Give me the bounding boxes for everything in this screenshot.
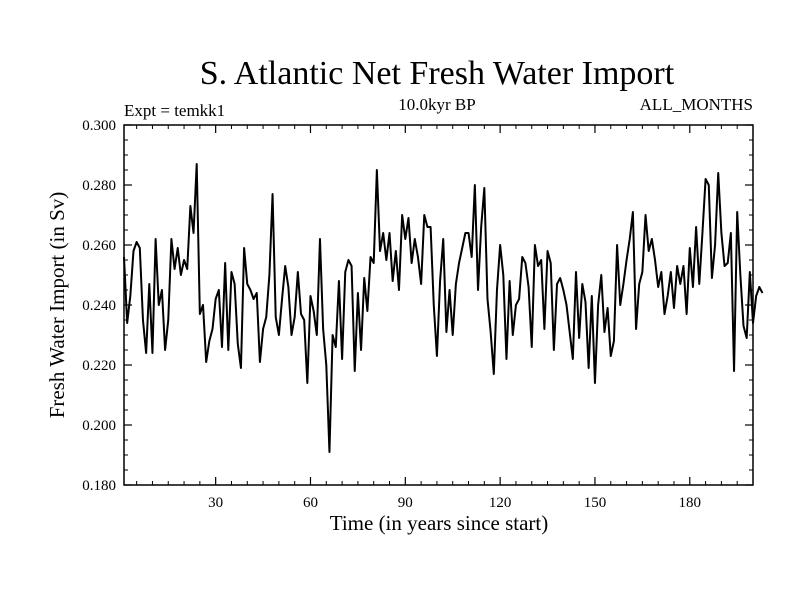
x-tick-label: 180 bbox=[679, 495, 702, 511]
x-tick-label: 30 bbox=[208, 495, 223, 511]
y-axis-label: Fresh Water Import (in Sv) bbox=[45, 192, 69, 419]
tick-labels: 0.180 0.200 0.220 0.240 0.260 0.280 0.300 30 60 9… bbox=[82, 118, 701, 511]
y-tick-label: 0.280 bbox=[82, 178, 116, 194]
period-label: 10.0kyr BP bbox=[398, 95, 475, 114]
y-tick-label: 0.220 bbox=[82, 358, 116, 374]
y-tick-label: 0.260 bbox=[82, 238, 116, 254]
x-axis-label: Time (in years since start) bbox=[330, 511, 549, 535]
tick-marks bbox=[124, 124, 754, 486]
x-tick-label: 60 bbox=[303, 495, 318, 511]
y-tick-label: 0.200 bbox=[82, 418, 116, 434]
months-label: ALL_MONTHS bbox=[640, 95, 753, 114]
y-tick-label: 0.240 bbox=[82, 298, 116, 314]
chart-title: S. Atlantic Net Fresh Water Import bbox=[200, 55, 675, 92]
series-line bbox=[123, 163, 764, 453]
plot-area bbox=[123, 163, 764, 453]
y-tick-label: 0.180 bbox=[82, 478, 116, 494]
experiment-label: Expt = temkk1 bbox=[124, 101, 225, 120]
x-tick-label: 90 bbox=[398, 495, 413, 511]
x-tick-label: 120 bbox=[489, 495, 512, 511]
y-tick-label: 0.300 bbox=[82, 118, 116, 134]
x-tick-label: 150 bbox=[584, 495, 607, 511]
